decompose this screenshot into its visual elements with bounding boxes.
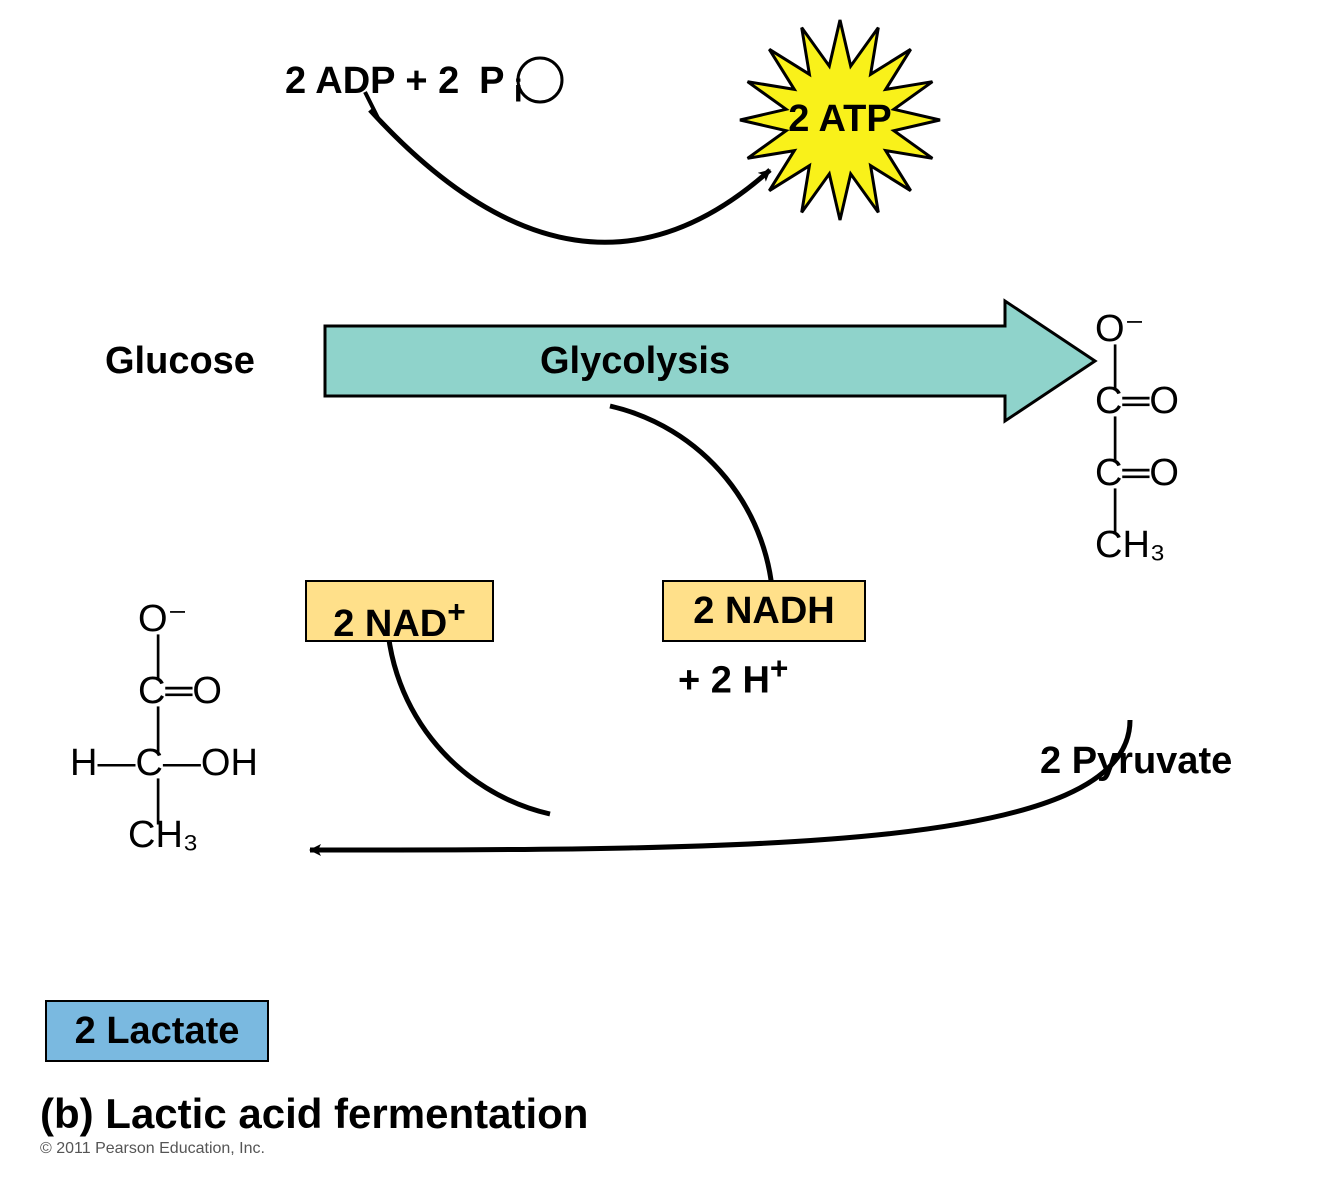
diagram-stage: 2 ADP + 2 Pi 2 ATP Glucose Glycolysis 2 …: [0, 0, 1318, 1200]
nadh-text: 2 NADH: [693, 590, 834, 632]
pi-letter: P: [470, 60, 514, 103]
nadh-box: 2 NADH: [662, 580, 866, 642]
figure-caption: (b) Lactic acid fermentation: [40, 1090, 588, 1138]
lactate-structure: O⁻│C═O│H—C—OH│CH₃: [70, 600, 258, 854]
copyright-text: © 2011 Pearson Education, Inc.: [40, 1140, 265, 1158]
plus-2h-label: + 2 H+: [678, 650, 788, 703]
nad-plus-text: 2 NAD+: [333, 603, 466, 645]
pyruvate-label: 2 Pyruvate: [1040, 740, 1232, 783]
lactate-text: 2 Lactate: [75, 1010, 240, 1052]
adp-label: 2 ADP + 2 Pi: [285, 60, 523, 110]
adp-text: 2 ADP + 2: [285, 60, 470, 102]
nad-plus-box: 2 NAD+: [305, 580, 494, 642]
pi-subscript: i: [514, 73, 523, 109]
lactate-box: 2 Lactate: [45, 1000, 269, 1062]
glycolysis-label: Glycolysis: [540, 340, 730, 383]
pyruvate-structure: O⁻│C═O│C═O│CH₃: [1095, 310, 1179, 564]
glucose-label: Glucose: [105, 340, 255, 383]
atp-label: 2 ATP: [770, 98, 910, 141]
